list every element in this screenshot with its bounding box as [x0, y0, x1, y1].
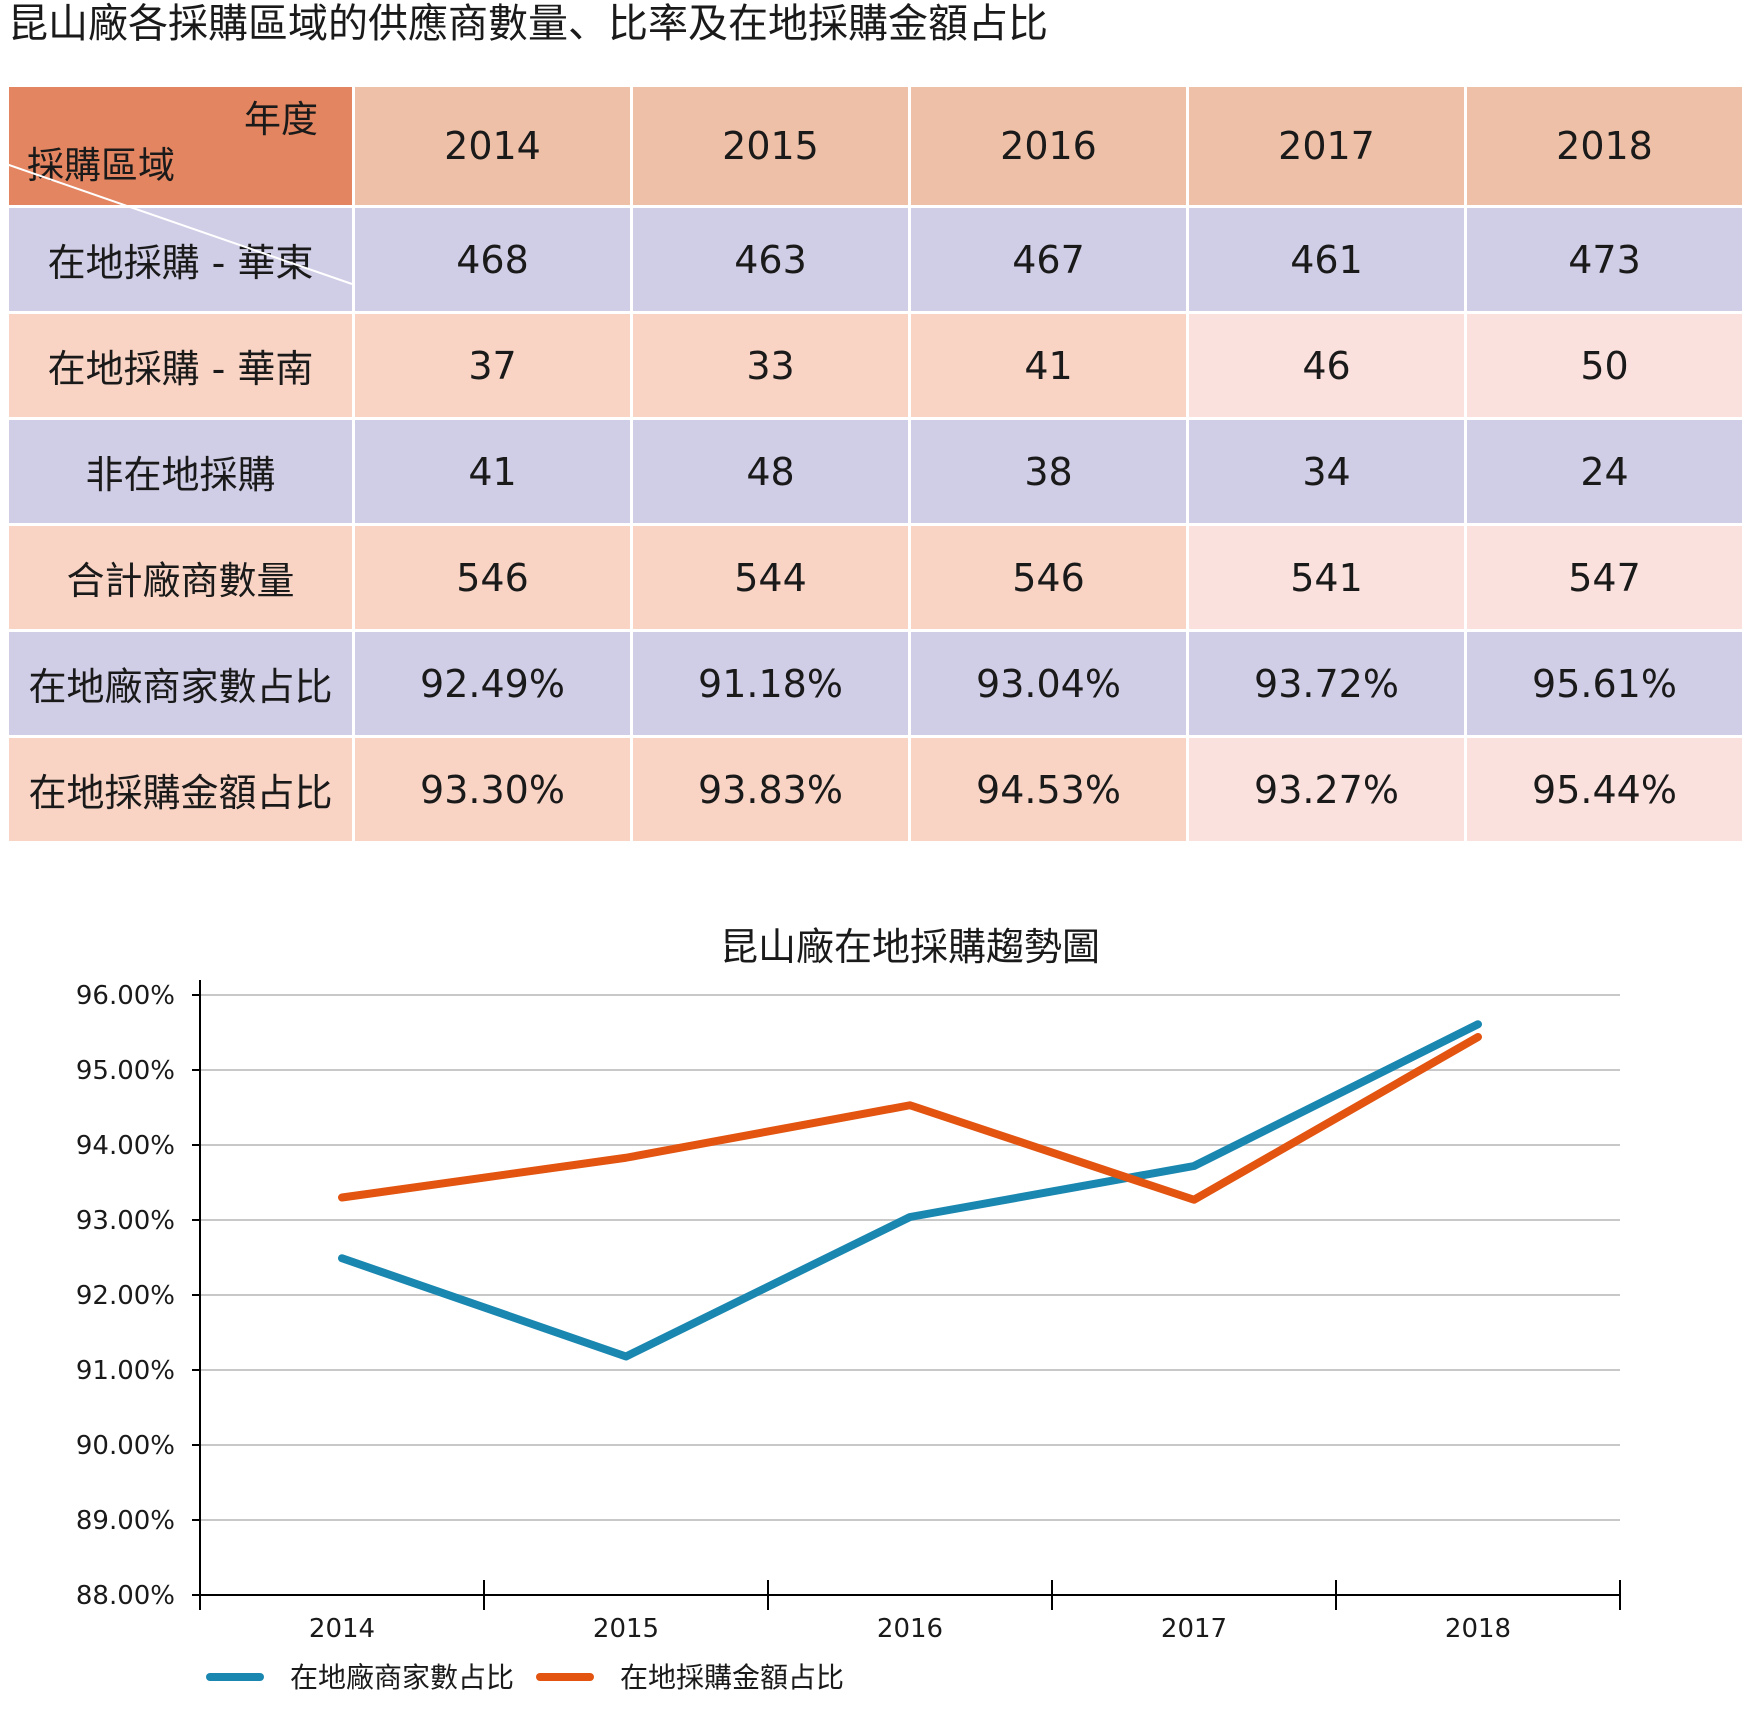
x-tick-label: 2015 [593, 1614, 659, 1644]
table-row: 在地採購 - 華東 468 463 467 461 473 [6, 205, 1745, 314]
y-tick-label: 88.00% [76, 1581, 175, 1611]
table-row: 非在地採購 41 48 38 34 24 [6, 417, 1745, 526]
table-row: 在地廠商家數占比 92.49% 91.18% 93.04% 93.72% 95.… [6, 629, 1745, 738]
x-axis: 2014 2015 2016 2017 2018 [199, 980, 1621, 1644]
table-cell: 46 [1186, 311, 1467, 420]
column-header-year: 2015 [630, 84, 911, 208]
y-axis-ticks: 88.00% 89.00% 90.00% 91.00% 92.00% 93.00% 94.0… [76, 981, 200, 1611]
table-cell: 37 [352, 311, 633, 420]
table-cell: 92.49% [352, 629, 633, 738]
table-cell: 24 [1464, 417, 1745, 526]
table-cell: 38 [908, 417, 1189, 526]
row-label: 在地廠商家數占比 [6, 629, 355, 738]
table-cell: 95.44% [1464, 735, 1745, 844]
series-line [338, 1020, 1482, 1361]
table-cell: 544 [630, 523, 911, 632]
table-row: 在地採購金額占比 93.30% 93.83% 94.53% 93.27% 95.… [6, 735, 1745, 844]
table-cell: 463 [630, 205, 911, 314]
table-cell: 50 [1464, 311, 1745, 420]
table-cell: 34 [1186, 417, 1467, 526]
column-header-year: 2017 [1186, 84, 1467, 208]
table-cell: 93.30% [352, 735, 633, 844]
y-tick-label: 90.00% [76, 1431, 175, 1461]
legend-label: 在地廠商家數占比 [290, 1661, 514, 1694]
y-tick-label: 93.00% [76, 1206, 175, 1236]
table-cell: 95.61% [1464, 629, 1745, 738]
table-header-row: 年度 採購區域 2014 2015 2016 2017 2018 [6, 84, 1745, 208]
table-cell: 93.27% [1186, 735, 1467, 844]
column-header-year: 2016 [908, 84, 1189, 208]
column-header-year: 2014 [352, 84, 633, 208]
series-line [338, 1033, 1482, 1204]
table-cell: 94.53% [908, 735, 1189, 844]
row-label: 在地採購 - 華南 [6, 311, 355, 420]
supplier-table: 年度 採購區域 2014 2015 2016 2017 2018 在地採購 - … [6, 84, 1745, 844]
page-title: 昆山廠各採購區域的供應商數量、比率及在地採購金額占比 [8, 1, 1048, 47]
y-tick-label: 89.00% [76, 1506, 175, 1536]
row-label: 在地採購 - 華東 [6, 205, 355, 314]
table-cell: 41 [908, 311, 1189, 420]
table-row: 在地採購 - 華南 37 33 41 46 50 [6, 311, 1745, 420]
x-tick-label: 2016 [877, 1614, 943, 1644]
table-cell: 546 [908, 523, 1189, 632]
table-cell: 461 [1186, 205, 1467, 314]
y-tick-label: 95.00% [76, 1056, 175, 1086]
column-header-year: 2018 [1464, 84, 1745, 208]
table-cell: 93.72% [1186, 629, 1467, 738]
table-cell: 93.04% [908, 629, 1189, 738]
chart-legend: 在地廠商家數占比 在地採購金額占比 [206, 1661, 844, 1694]
table-cell: 48 [630, 417, 911, 526]
row-label: 非在地採購 [6, 417, 355, 526]
legend-label: 在地採購金額占比 [620, 1661, 844, 1694]
x-tick-label: 2017 [1161, 1614, 1227, 1644]
table-cell: 541 [1186, 523, 1467, 632]
chart-title: 昆山廠在地採購趨勢圖 [720, 925, 1100, 969]
table-row: 合計廠商數量 546 544 546 541 547 [6, 523, 1745, 632]
table-cell: 467 [908, 205, 1189, 314]
y-tick-label: 91.00% [76, 1356, 175, 1386]
table-cell: 33 [630, 311, 911, 420]
trend-chart: 昆山廠在地採購趨勢圖 88.00% 89.00% 90.00% 91.00% 92.00… [76, 925, 1621, 1694]
row-label: 在地採購金額占比 [6, 735, 355, 844]
chart-series [338, 1020, 1482, 1361]
table-cell: 93.83% [630, 735, 911, 844]
table-cell: 547 [1464, 523, 1745, 632]
table-cell: 91.18% [630, 629, 911, 738]
x-tick-label: 2014 [309, 1614, 375, 1644]
y-tick-label: 94.00% [76, 1131, 175, 1161]
table-corner-cell: 年度 採購區域 [6, 84, 355, 208]
y-tick-label: 96.00% [76, 981, 175, 1011]
table-cell: 546 [352, 523, 633, 632]
corner-year-label: 年度 [244, 98, 318, 141]
table-cell: 473 [1464, 205, 1745, 314]
row-label: 合計廠商數量 [6, 523, 355, 632]
table-cell: 468 [352, 205, 633, 314]
x-tick-label: 2018 [1445, 1614, 1511, 1644]
table-cell: 41 [352, 417, 633, 526]
corner-region-label: 採購區域 [27, 144, 175, 187]
y-tick-label: 92.00% [76, 1281, 175, 1311]
